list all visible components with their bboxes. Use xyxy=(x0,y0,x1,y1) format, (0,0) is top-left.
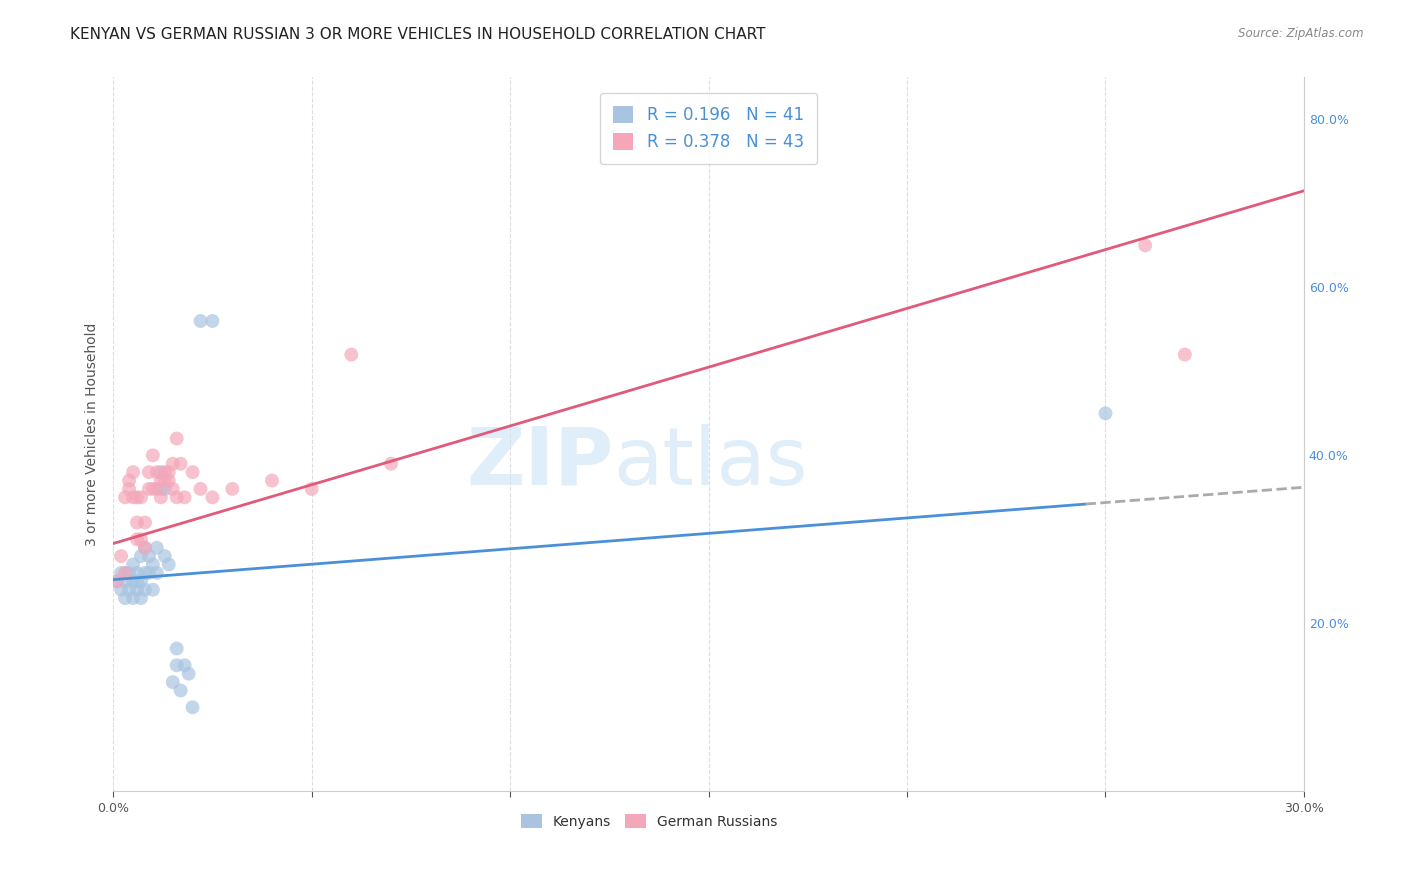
Point xyxy=(221,482,243,496)
Point xyxy=(122,465,145,479)
Y-axis label: 3 or more Vehicles in Household: 3 or more Vehicles in Household xyxy=(86,323,100,546)
Point xyxy=(142,558,165,572)
Text: Source: ZipAtlas.com: Source: ZipAtlas.com xyxy=(1239,27,1364,40)
Point xyxy=(149,491,172,505)
Point xyxy=(134,566,156,580)
Point xyxy=(114,566,136,580)
Point xyxy=(129,591,152,606)
Point xyxy=(129,491,152,505)
Point xyxy=(166,658,188,673)
Point xyxy=(1174,348,1197,362)
Point xyxy=(118,474,141,488)
Point xyxy=(190,482,212,496)
Point xyxy=(146,566,169,580)
Point xyxy=(173,491,195,505)
Point xyxy=(114,566,136,580)
Point xyxy=(157,474,180,488)
Point xyxy=(149,465,172,479)
Point xyxy=(157,558,180,572)
Point xyxy=(153,549,176,563)
Point xyxy=(122,491,145,505)
Legend: Kenyans, German Russians: Kenyans, German Russians xyxy=(515,808,783,834)
Point xyxy=(153,465,176,479)
Point xyxy=(129,574,152,589)
Point xyxy=(149,482,172,496)
Point xyxy=(162,457,184,471)
Point xyxy=(340,348,363,362)
Point xyxy=(153,474,176,488)
Point xyxy=(146,482,169,496)
Point xyxy=(118,582,141,597)
Point xyxy=(129,549,152,563)
Point xyxy=(110,549,132,563)
Point xyxy=(162,675,184,690)
Point xyxy=(153,482,176,496)
Point xyxy=(166,641,188,656)
Point xyxy=(260,474,283,488)
Point xyxy=(129,533,152,547)
Text: ZIP: ZIP xyxy=(465,424,613,502)
Point xyxy=(201,491,224,505)
Point xyxy=(114,591,136,606)
Point xyxy=(146,465,169,479)
Point xyxy=(169,457,191,471)
Point xyxy=(166,491,188,505)
Point xyxy=(157,465,180,479)
Point xyxy=(181,700,204,714)
Point xyxy=(105,574,128,589)
Point xyxy=(138,482,160,496)
Point xyxy=(125,533,148,547)
Point xyxy=(125,516,148,530)
Point xyxy=(301,482,323,496)
Point xyxy=(138,465,160,479)
Point xyxy=(134,541,156,555)
Point xyxy=(122,591,145,606)
Point xyxy=(114,491,136,505)
Point xyxy=(169,683,191,698)
Point xyxy=(1094,406,1116,420)
Point xyxy=(134,582,156,597)
Point xyxy=(110,566,132,580)
Point xyxy=(122,558,145,572)
Point xyxy=(142,582,165,597)
Point xyxy=(118,482,141,496)
Point xyxy=(110,582,132,597)
Point xyxy=(149,474,172,488)
Point xyxy=(138,566,160,580)
Point xyxy=(173,658,195,673)
Point xyxy=(122,574,145,589)
Text: KENYAN VS GERMAN RUSSIAN 3 OR MORE VEHICLES IN HOUSEHOLD CORRELATION CHART: KENYAN VS GERMAN RUSSIAN 3 OR MORE VEHIC… xyxy=(70,27,766,42)
Point xyxy=(138,549,160,563)
Text: atlas: atlas xyxy=(613,424,807,502)
Point xyxy=(146,541,169,555)
Point xyxy=(181,465,204,479)
Point xyxy=(142,482,165,496)
Point xyxy=(166,432,188,446)
Point xyxy=(380,457,402,471)
Point xyxy=(1135,238,1157,252)
Point xyxy=(125,491,148,505)
Point xyxy=(177,666,200,681)
Point xyxy=(201,314,224,328)
Point xyxy=(118,566,141,580)
Point xyxy=(125,566,148,580)
Point xyxy=(134,516,156,530)
Point xyxy=(142,448,165,462)
Point xyxy=(125,574,148,589)
Point xyxy=(125,582,148,597)
Point xyxy=(114,574,136,589)
Point xyxy=(162,482,184,496)
Point xyxy=(190,314,212,328)
Point xyxy=(134,541,156,555)
Point xyxy=(105,574,128,589)
